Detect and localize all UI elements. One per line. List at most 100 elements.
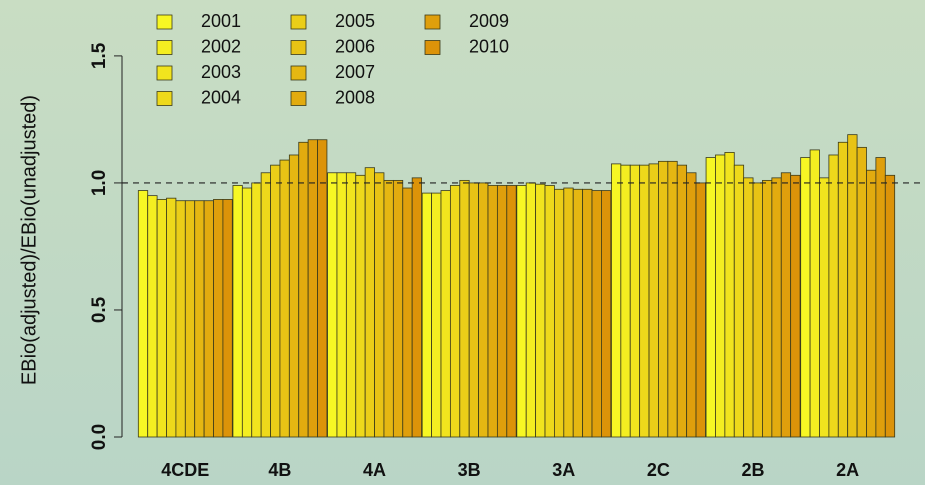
bar	[790, 174, 801, 438]
legend-swatch	[156, 91, 173, 106]
bar	[743, 177, 754, 438]
bar	[421, 192, 432, 438]
x-tick-label: 3B	[458, 460, 481, 480]
bar	[800, 157, 811, 438]
bar	[648, 163, 659, 438]
bar	[260, 172, 271, 438]
bar	[866, 169, 877, 438]
bar	[147, 195, 158, 438]
legend-swatch	[290, 14, 307, 30]
bar	[317, 139, 328, 438]
bar	[563, 187, 574, 438]
bar	[449, 185, 461, 438]
x-tick-label: 2C	[647, 460, 670, 480]
bar	[203, 200, 214, 438]
bar	[667, 160, 678, 438]
bar	[506, 185, 517, 438]
bar	[620, 164, 631, 438]
bar	[809, 149, 820, 438]
y-tick-label: 0.5	[89, 296, 110, 323]
legend-label: 2009	[469, 11, 509, 31]
bar	[288, 154, 300, 438]
bar	[194, 200, 205, 438]
bar	[156, 199, 167, 438]
legend-swatch	[424, 14, 441, 30]
bar	[392, 179, 404, 438]
bar	[629, 164, 641, 438]
legend-swatch	[156, 14, 173, 30]
bar	[459, 179, 470, 438]
x-tick-label: 2A	[836, 460, 859, 480]
bar	[336, 172, 347, 438]
legend-swatch	[424, 40, 441, 55]
bar	[837, 141, 849, 438]
x-tick-label: 4B	[268, 460, 291, 480]
bar	[847, 134, 858, 438]
y-axis-label: EBio(adjusted)/EBio(unadjusted)	[18, 95, 40, 385]
legend-label: 2008	[335, 87, 375, 107]
bar	[440, 190, 451, 438]
bar	[364, 167, 375, 438]
bar	[496, 185, 508, 438]
bar	[715, 154, 726, 438]
legend-label: 2002	[201, 36, 241, 56]
bar	[752, 182, 763, 438]
bar	[241, 187, 253, 438]
bar	[582, 188, 593, 438]
bar	[828, 154, 839, 438]
y-tick-label: 0.0	[89, 424, 110, 450]
bar	[402, 187, 413, 438]
bar	[535, 183, 546, 438]
bar	[724, 152, 735, 438]
legend-label: 2006	[335, 36, 375, 56]
bar	[270, 164, 281, 438]
bar	[572, 188, 584, 438]
bar	[554, 188, 565, 438]
legend-swatch	[290, 65, 307, 81]
bar	[355, 174, 366, 438]
bar	[213, 199, 224, 438]
bar	[686, 172, 697, 438]
legend-label: 2007	[335, 62, 375, 82]
bar	[771, 177, 782, 438]
bar	[251, 182, 262, 438]
bar	[695, 182, 706, 438]
bar	[279, 159, 290, 438]
bar	[884, 174, 896, 438]
bar	[676, 164, 688, 438]
bar	[411, 177, 422, 438]
bar	[856, 146, 867, 438]
legend-swatch	[156, 65, 173, 81]
legend-label: 2004	[201, 87, 241, 107]
bar	[601, 190, 612, 438]
bar	[780, 172, 792, 438]
bar	[516, 185, 527, 438]
bar	[705, 157, 716, 438]
legend-label: 2003	[201, 62, 241, 82]
bar	[611, 163, 622, 438]
x-tick-label: 4CDE	[161, 460, 209, 480]
bar	[639, 164, 650, 438]
bar	[733, 164, 745, 438]
x-tick-label: 4A	[363, 460, 386, 480]
bar	[232, 185, 243, 438]
bar	[478, 182, 489, 438]
legend-label: 2010	[469, 36, 509, 56]
bar	[383, 179, 394, 438]
bar	[166, 197, 177, 438]
bar	[327, 172, 338, 438]
bar	[487, 185, 498, 438]
y-tick-label: 1.5	[89, 42, 110, 69]
legend-swatch	[290, 40, 307, 55]
x-tick-label: 3A	[552, 460, 575, 480]
legend-label: 2001	[201, 11, 241, 31]
bar	[374, 172, 385, 438]
bar	[222, 199, 233, 438]
bar	[307, 139, 318, 438]
bar	[525, 182, 537, 438]
legend-label: 2005	[335, 11, 375, 31]
bar	[175, 200, 186, 438]
legend-swatch	[156, 40, 173, 55]
bar	[819, 177, 830, 438]
